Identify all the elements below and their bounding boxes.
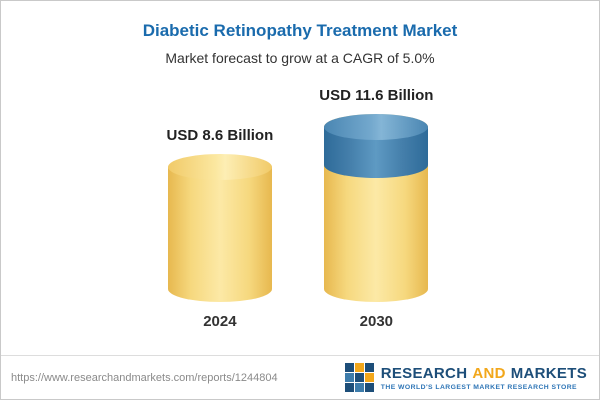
- value-label-2030: USD 11.6 Billion: [319, 87, 434, 104]
- bar-2024-body: [167, 167, 272, 302]
- value-label-2024: USD 8.6 Billion: [166, 127, 274, 144]
- bar-2030-growth-segment: [324, 114, 429, 178]
- brand-text: RESEARCH AND MARKETS THE WORLD'S LARGEST…: [381, 365, 587, 391]
- bar-2024-top-ellipse: [167, 154, 272, 180]
- bar-group-2024: USD 8.6 Billion 2024: [167, 127, 274, 330]
- report-url: https://www.researchandmarkets.com/repor…: [11, 371, 278, 384]
- brand-tagline: THE WORLD'S LARGEST MARKET RESEARCH STOR…: [380, 383, 578, 391]
- brand-word-markets: MARKETS: [510, 364, 587, 382]
- researchandmarkets-brand: RESEARCH AND MARKETS THE WORLD'S LARGEST…: [344, 363, 587, 392]
- footer: https://www.researchandmarkets.com/repor…: [1, 355, 599, 399]
- chart-title: Diabetic Retinopathy Treatment Market: [142, 21, 458, 40]
- researchandmarkets-logo-icon: [344, 363, 374, 392]
- bar-2030-cylinder: [324, 114, 429, 302]
- brand-word-and: AND: [472, 364, 506, 382]
- plot-area: USD 8.6 Billion 2024 USD 11.6 Billion 20…: [1, 78, 599, 330]
- bar-2024-cylinder: [167, 154, 272, 302]
- category-label-2030: 2030: [359, 313, 394, 330]
- bar-2030-growth-top-ellipse: [324, 114, 429, 140]
- brand-name: RESEARCH AND MARKETS: [381, 365, 587, 382]
- bar-group-2030: USD 11.6 Billion 2030: [319, 87, 433, 330]
- chart-subtitle: Market forecast to grow at a CAGR of 5.0…: [165, 50, 435, 66]
- brand-word-research: RESEARCH: [380, 364, 468, 382]
- category-label-2024: 2024: [203, 313, 237, 330]
